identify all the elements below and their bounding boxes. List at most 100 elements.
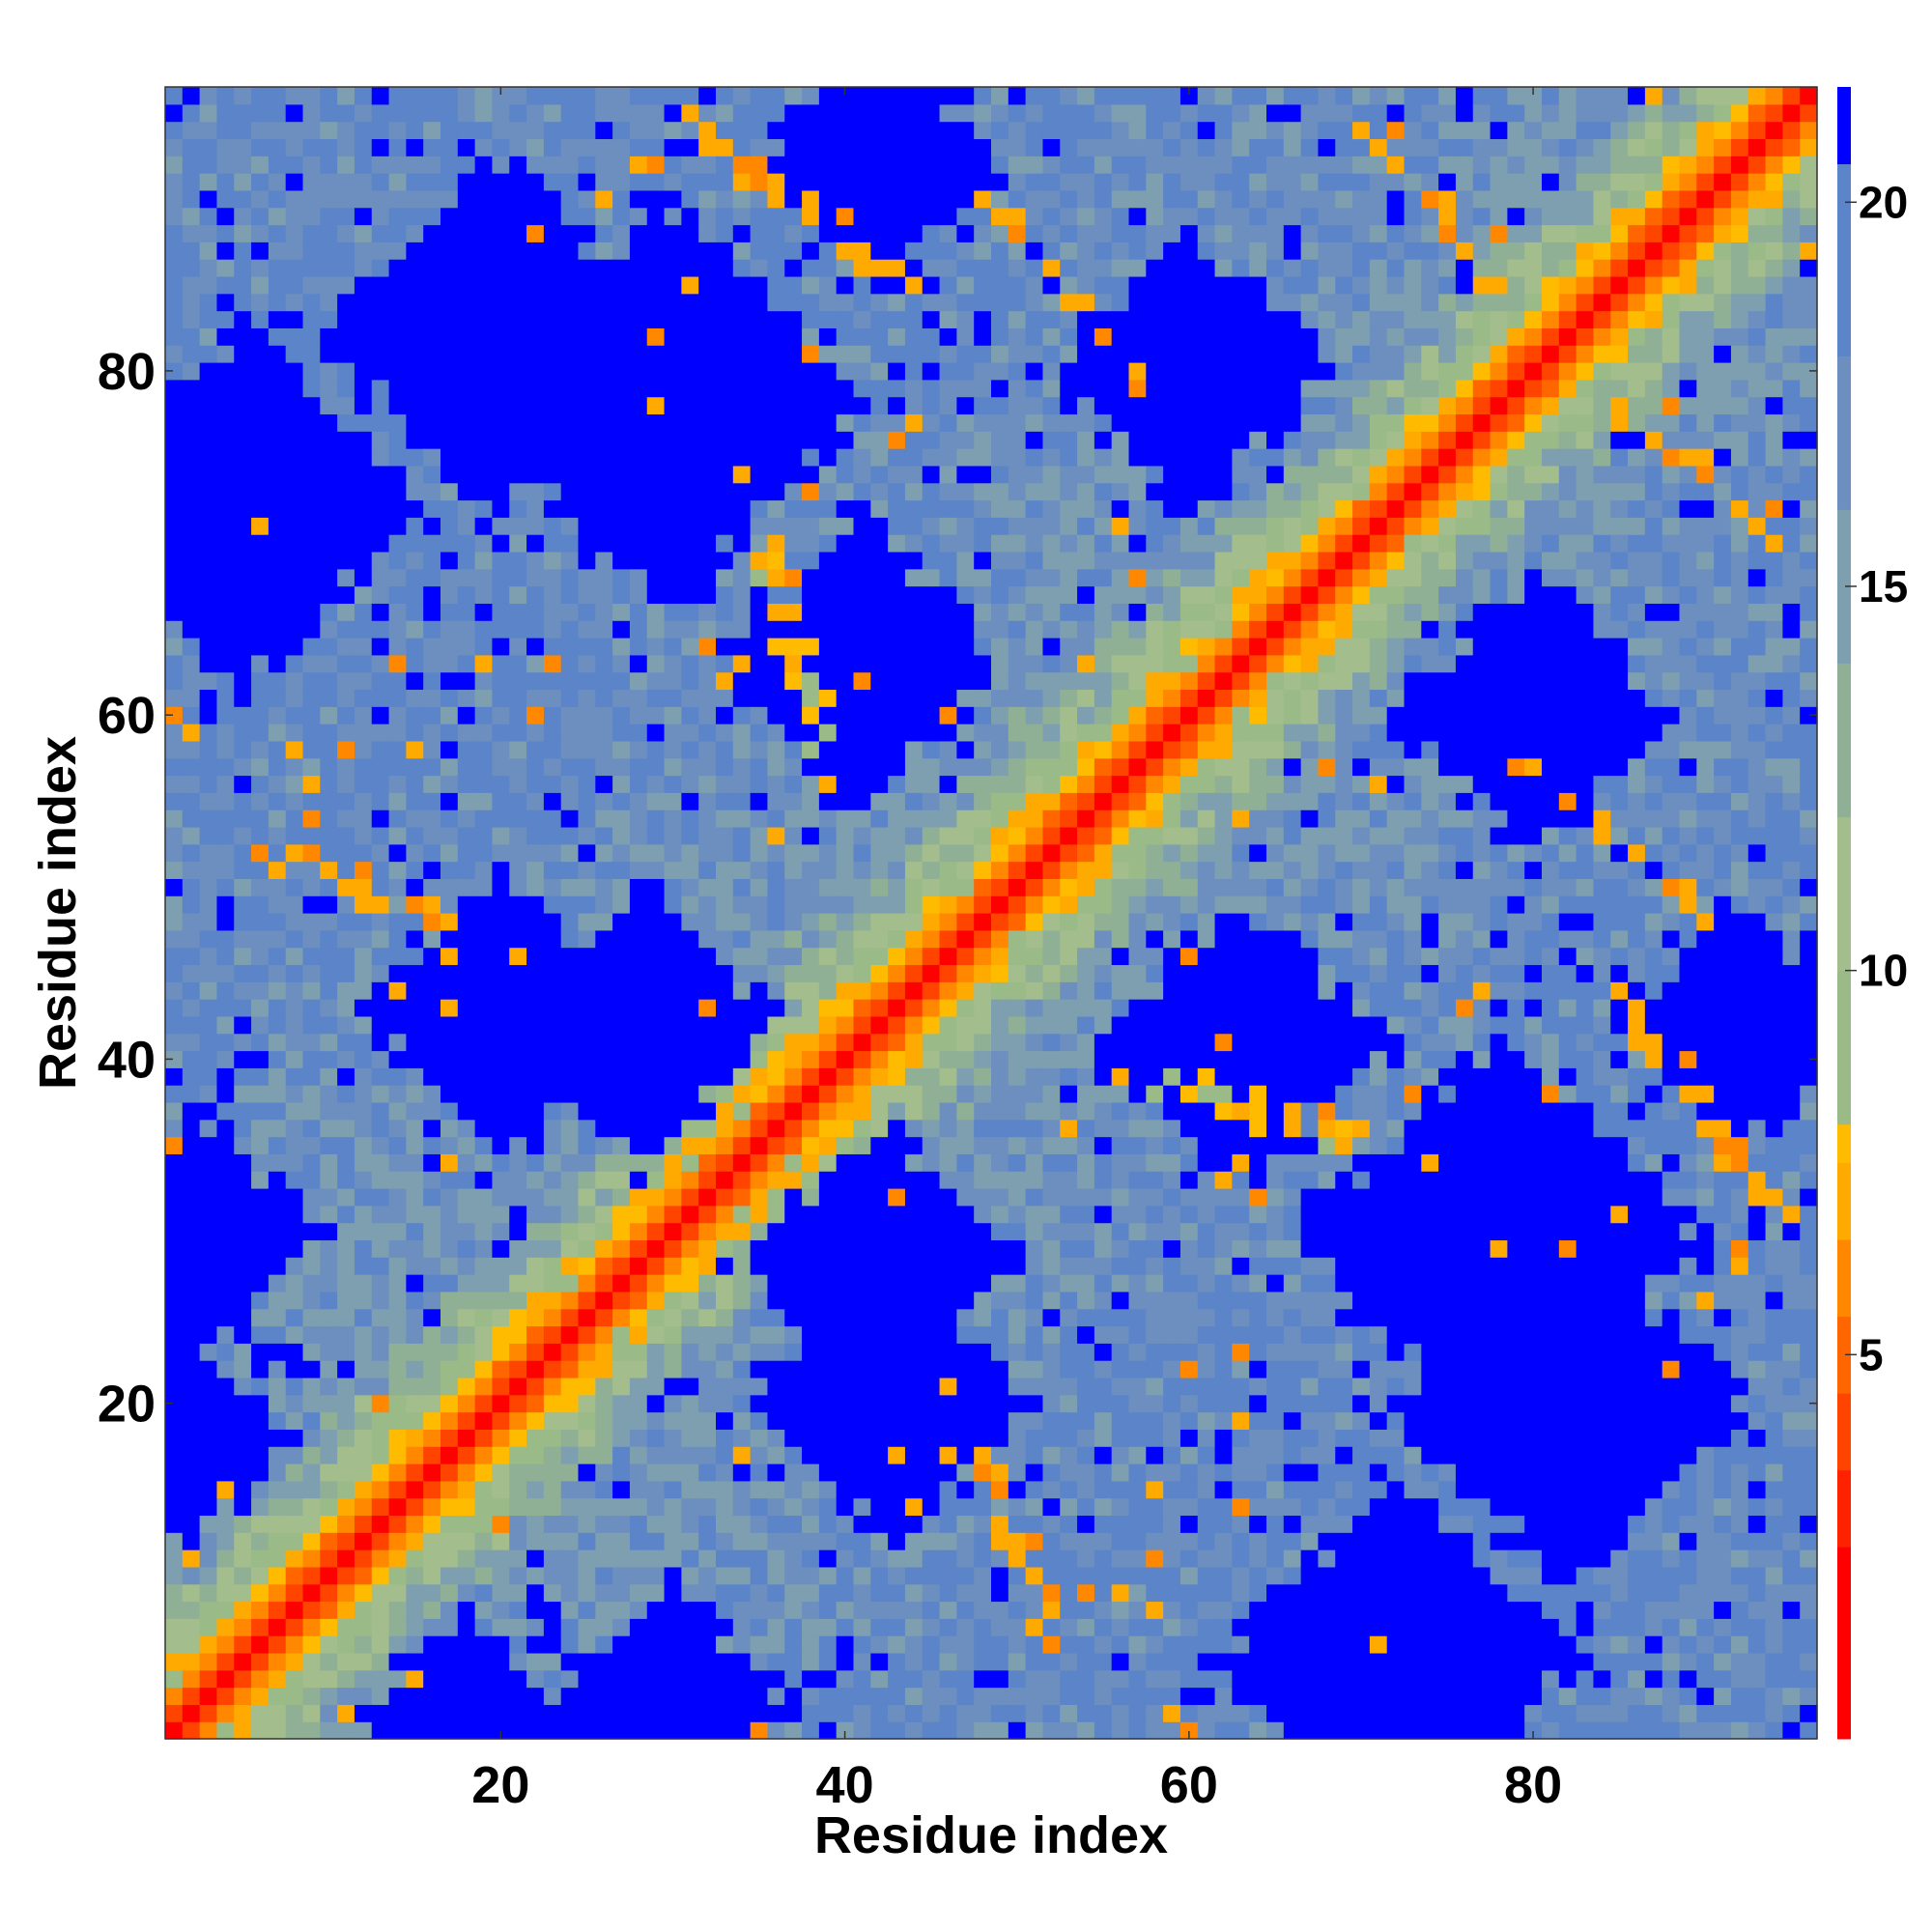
heatmap-cell [939, 1050, 957, 1068]
heatmap-cell [904, 1687, 923, 1705]
heatmap-cell [1008, 396, 1027, 415]
heatmap-cell [664, 654, 682, 673]
heatmap-cell [302, 156, 321, 174]
heatmap-cell [371, 1257, 390, 1275]
heatmap-cell [974, 189, 992, 209]
heatmap-cell [423, 1497, 441, 1517]
heatmap-cell [836, 310, 855, 328]
heatmap-cell [853, 1377, 871, 1396]
heatmap-cell [870, 1119, 889, 1138]
heatmap-cell [302, 259, 321, 277]
heatmap-cell [560, 242, 580, 260]
heatmap-cell [371, 724, 390, 742]
heatmap-cell [457, 293, 476, 312]
heatmap-cell [767, 1085, 785, 1103]
heatmap-cell [216, 482, 235, 501]
heatmap-cell [870, 482, 889, 501]
heatmap-cell [853, 1463, 871, 1482]
heatmap-cell [285, 638, 304, 656]
heatmap-cell [1025, 1153, 1044, 1172]
heatmap-cell [199, 1360, 218, 1378]
heatmap-cell [388, 1067, 407, 1086]
heatmap-cell [767, 1050, 785, 1068]
heatmap-cell [750, 913, 769, 931]
heatmap-cell [509, 551, 527, 570]
heatmap-cell [1025, 981, 1044, 1000]
heatmap-cell [956, 913, 975, 931]
heatmap-cell [216, 189, 235, 209]
heatmap-cell [646, 1549, 666, 1568]
heatmap-cell [199, 121, 218, 140]
heatmap-cell [337, 396, 355, 415]
heatmap-cell [629, 1601, 648, 1619]
heatmap-cell [698, 379, 717, 398]
heatmap-cell [337, 1601, 355, 1619]
heatmap-cell [474, 1601, 494, 1619]
heatmap-cell [939, 1687, 957, 1705]
heatmap-cell [870, 1325, 889, 1344]
heatmap-cell [664, 1480, 682, 1499]
heatmap-cell [664, 551, 682, 570]
heatmap-cell [870, 792, 889, 810]
heatmap-cell [543, 1153, 562, 1172]
heatmap-cell [681, 1618, 699, 1636]
heatmap-cell [474, 1549, 494, 1568]
heatmap-cell [302, 1291, 321, 1310]
heatmap-cell [646, 1325, 666, 1344]
heatmap-cell [354, 1618, 373, 1636]
heatmap-cell [251, 568, 270, 587]
heatmap-cell [956, 861, 975, 879]
heatmap-cell [698, 1411, 717, 1430]
heatmap-cell [165, 448, 184, 467]
heatmap-cell [870, 1583, 889, 1603]
heatmap-cell [543, 1171, 562, 1189]
heatmap-cell [1008, 740, 1027, 759]
heatmap-cell [182, 345, 201, 363]
heatmap-cell [956, 1669, 975, 1689]
heatmap-cell [423, 671, 441, 691]
heatmap-cell [750, 981, 769, 1000]
heatmap-cell [732, 1377, 752, 1396]
heatmap-cell [474, 981, 494, 1000]
heatmap-cell [698, 981, 717, 1000]
heatmap-cell [234, 1394, 252, 1413]
heatmap-cell [991, 981, 1009, 1000]
heatmap-cell [165, 259, 184, 277]
heatmap-cell [818, 1343, 838, 1361]
heatmap-cell [388, 757, 407, 777]
heatmap-cell [991, 999, 1009, 1017]
heatmap-cell [974, 654, 992, 673]
heatmap-cell [474, 826, 494, 845]
heatmap-cell [853, 757, 871, 777]
heatmap-cell [853, 1188, 871, 1207]
heatmap-cell [216, 1704, 235, 1722]
heatmap-cell [423, 448, 441, 467]
heatmap-cell [457, 1549, 476, 1568]
heatmap-cell [543, 1549, 562, 1568]
heatmap-cell [853, 1652, 871, 1671]
heatmap-cell [268, 534, 287, 553]
heatmap-cell [664, 1239, 682, 1258]
heatmap-cell [732, 929, 752, 949]
heatmap-cell [320, 448, 338, 467]
heatmap-cell [543, 379, 562, 398]
heatmap-cell [922, 826, 941, 845]
heatmap-cell [354, 1291, 373, 1310]
heatmap-cell [406, 1721, 424, 1740]
heatmap-cell [440, 1085, 459, 1103]
heatmap-cell [767, 121, 785, 140]
heatmap-cell [388, 1205, 407, 1224]
heatmap-cell [991, 103, 1009, 123]
heatmap-cell [784, 1429, 803, 1447]
heatmap-cell [750, 1601, 769, 1619]
heatmap-cell [216, 121, 235, 140]
heatmap-cell [251, 895, 270, 914]
heatmap-cell [750, 706, 769, 724]
heatmap-cell [888, 913, 906, 931]
heatmap-cell [388, 1343, 407, 1361]
heatmap-cell [836, 1721, 855, 1740]
heatmap-cell [612, 224, 631, 242]
heatmap-cell [784, 1325, 803, 1344]
heatmap-cell [423, 465, 441, 484]
heatmap-cell [1025, 929, 1044, 949]
